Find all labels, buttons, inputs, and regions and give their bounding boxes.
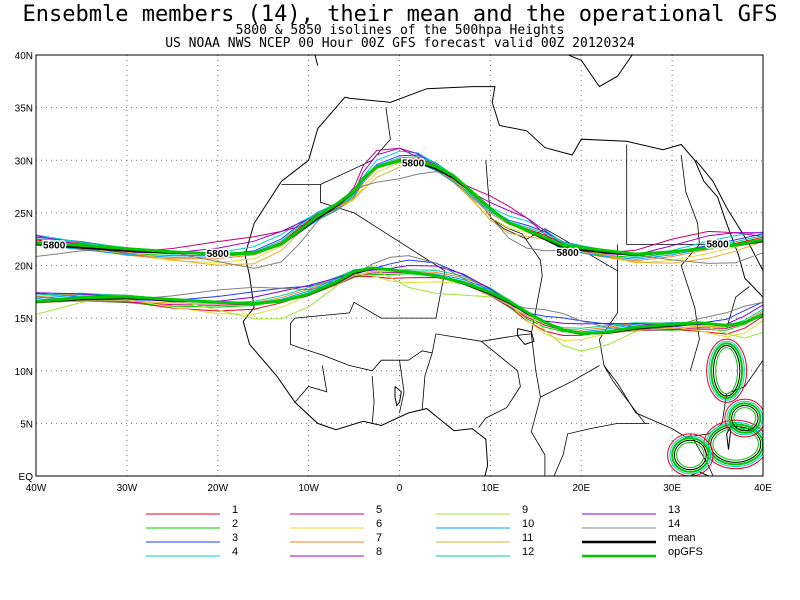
country-border [603,359,763,438]
legend-label-2: 2 [232,518,238,530]
closed-contour [731,404,759,432]
contour-label: 5800 [207,249,230,260]
lat-tick-label: 10N [15,367,33,378]
lon-tick-label: 10W [298,483,319,494]
country-border [399,360,405,413]
contour-5850-opgfs [36,266,763,336]
closed-contour [728,402,762,434]
axis-tick-labels: EQ 5N 10N 15N 20N 25N 30N 35N 40N 40W 30W 20W 10W 0 10… [15,51,773,494]
lon-tick-label: 20W [207,483,228,494]
country-border [294,365,328,403]
contour-5800-member-8 [36,147,763,256]
legend-label-3: 3 [232,532,238,544]
lat-tick-label: 20N [15,262,33,273]
north-africa-coastline [344,86,763,298]
country-border [371,375,375,424]
contour-label: 5800 [556,248,579,259]
lon-tick-label: 20E [572,483,590,494]
contour-label: 5800 [706,239,729,250]
legend-label-4: 4 [232,546,238,558]
closed-contour [710,426,762,463]
lake-volta [394,386,402,407]
contour-label: 5800 [402,158,425,169]
closed-contour [712,428,759,461]
contour-labels: 5800 5800 5800 5800 5800 [42,157,731,262]
closed-contour [676,441,705,469]
country-border [478,340,521,428]
closed-contour [733,407,757,430]
legend-label-opGFS: opGFS [668,546,703,558]
lon-tick-label: 0 [397,483,403,494]
legend-label-10: 10 [522,518,534,530]
legend-label-1: 1 [232,504,238,516]
lon-tick-label: 40E [754,483,772,494]
plot-frame [35,54,764,477]
closed-contour [667,433,714,476]
closed-contour [715,347,739,395]
country-border [553,423,650,476]
lon-tick-label: 30E [663,483,681,494]
closed-contour [669,435,712,475]
contour-5850-member-14 [36,255,763,331]
closed-contour [724,398,763,438]
country-border [689,433,714,476]
country-border [320,107,391,185]
closed-contour [673,439,707,471]
legend-label-7: 7 [376,532,382,544]
map-title: Ensebmle members (14), their mean and th… [22,2,778,27]
legend-label-8: 8 [376,546,382,558]
lat-tick-label: 40N [15,51,33,62]
legend-label-14: 14 [668,518,680,530]
lake-chad [517,328,535,345]
closed-contour [710,342,744,400]
closed-contour [705,421,763,468]
lat-tick-label: 35N [15,104,33,115]
country-border [421,352,433,410]
mediterranean-coastline [526,55,633,88]
lat-tick-label: 15N [15,314,33,325]
lon-tick-label: 40W [26,483,47,494]
legend-label-11: 11 [522,532,533,544]
contour-5800-opgfs [36,159,763,256]
lat-tick-label: 25N [15,209,33,220]
legend-label-9: 9 [522,504,528,516]
map-subtitle-forecast: US NOAA NWS NCEP 00 Hour 00Z GFS forecas… [165,36,635,51]
country-border [408,217,543,361]
lat-tick-label: 30N [15,156,33,167]
closed-contour [671,437,710,473]
west-africa-coastline [242,96,489,476]
lon-tick-label: 10E [481,483,499,494]
closed-contour [706,338,748,403]
height-contours [36,147,763,476]
legend-label-6: 6 [376,518,382,530]
lon-tick-label: 30W [117,483,138,494]
arabia-coastline [695,159,763,272]
closed-contour [712,344,741,397]
country-border [540,365,600,398]
country-border [530,333,546,476]
country-border [485,160,646,424]
closed-contour [708,340,745,401]
legend-label-12: 12 [522,546,534,558]
contour-5800-member-6 [36,160,763,264]
iberia-coastline [314,55,319,66]
lat-tick-label: EQ [19,472,34,483]
country-border [626,144,736,245]
lat-tick-label: 5N [20,419,33,430]
country-border [290,323,409,372]
legend-label-13: 13 [668,504,680,516]
nile-river [680,154,700,371]
map-subtitle-isolines: 5800 & 5850 isolines of the 500hpa Heigh… [235,23,565,38]
contour-label: 5800 [43,240,66,251]
coastline-and-borders [242,55,763,476]
country-border [281,184,446,324]
legend-label-5: 5 [376,504,382,516]
legend-label-mean: mean [668,532,696,544]
